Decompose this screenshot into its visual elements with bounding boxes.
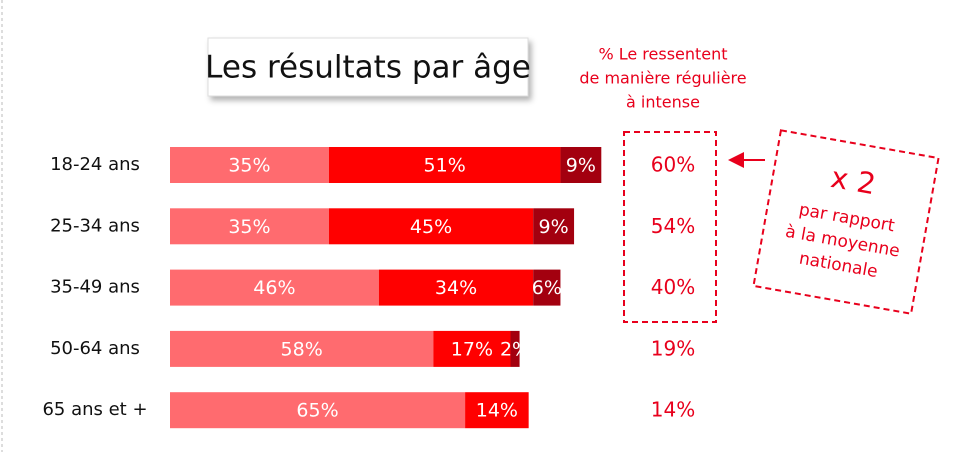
bar-segment — [170, 147, 329, 183]
totals-header: à intense — [626, 93, 700, 112]
totals-header: de manière régulière — [579, 69, 746, 88]
annotation-box — [752, 129, 940, 315]
value-label: 35% — [228, 216, 270, 238]
category-label: 25-34 ans — [50, 215, 140, 236]
bar-segment — [170, 392, 466, 429]
total-label: 40% — [651, 275, 695, 299]
totals-header: % Le ressentent — [598, 45, 727, 64]
value-label: 2% — [500, 338, 530, 360]
category-label: 50-64 ans — [50, 338, 140, 359]
annotation-headline: x 2 — [828, 160, 878, 201]
total-label: 19% — [651, 336, 695, 360]
bar-segment — [533, 269, 561, 306]
bar-segment — [560, 147, 602, 183]
highlight-box — [623, 131, 717, 323]
bar-segment — [170, 330, 434, 367]
bar-segment — [433, 330, 511, 367]
value-label: 35% — [228, 155, 270, 177]
bar-segment — [328, 147, 561, 183]
value-label: 51% — [424, 155, 466, 177]
title-box — [207, 37, 529, 97]
value-label: 9% — [539, 216, 569, 238]
bar-segment — [378, 269, 534, 306]
value-label: 45% — [410, 216, 452, 238]
value-label: 14% — [476, 400, 518, 422]
value-label: 58% — [281, 338, 323, 360]
value-label: 46% — [253, 277, 295, 299]
bar-segment — [170, 269, 379, 306]
total-label: 54% — [651, 214, 695, 238]
total-label: 60% — [651, 153, 695, 177]
category-label: 65 ans et + — [42, 399, 147, 420]
category-label: 18-24 ans — [50, 154, 140, 175]
value-label: 9% — [566, 155, 596, 177]
bar-segment — [328, 208, 534, 245]
value-label: 6% — [532, 277, 562, 299]
bar-segment — [465, 392, 529, 429]
bar-segment — [170, 208, 329, 245]
value-label: 17% — [451, 338, 493, 360]
chart-title: Les résultats par âge — [205, 50, 531, 86]
total-label: 14% — [651, 398, 695, 422]
value-label: 65% — [296, 400, 338, 422]
category-label: 35-49 ans — [50, 277, 140, 298]
bar-segment — [510, 330, 520, 367]
value-label: 34% — [435, 277, 477, 299]
bar-segment — [533, 208, 575, 245]
